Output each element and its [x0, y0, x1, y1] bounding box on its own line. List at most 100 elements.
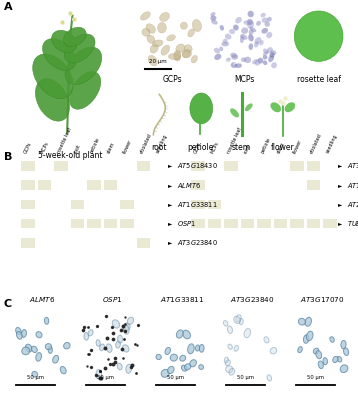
Ellipse shape [256, 21, 261, 26]
Bar [306, 161, 320, 171]
Ellipse shape [222, 42, 229, 46]
Text: 20 μm: 20 μm [149, 60, 167, 64]
Ellipse shape [223, 320, 228, 326]
Point [122, 314, 128, 320]
Ellipse shape [192, 20, 202, 32]
Ellipse shape [168, 366, 174, 374]
Point [135, 322, 141, 328]
Ellipse shape [174, 52, 181, 61]
Ellipse shape [226, 58, 231, 62]
Text: ►: ► [338, 202, 343, 207]
Ellipse shape [44, 317, 49, 324]
Ellipse shape [36, 352, 42, 361]
Ellipse shape [270, 348, 277, 354]
Ellipse shape [156, 354, 161, 360]
Ellipse shape [48, 346, 52, 354]
Ellipse shape [255, 37, 261, 44]
Ellipse shape [229, 29, 235, 34]
Text: $\mathit{TUB2}$: $\mathit{TUB2}$ [347, 219, 358, 228]
Point [134, 342, 140, 348]
Ellipse shape [32, 371, 38, 377]
Ellipse shape [241, 28, 248, 34]
Ellipse shape [45, 344, 52, 350]
Text: stem: stem [276, 141, 286, 154]
Point [280, 100, 286, 106]
Ellipse shape [244, 328, 251, 338]
Bar [87, 180, 101, 190]
Text: 50 μm: 50 μm [97, 375, 114, 380]
Ellipse shape [182, 50, 190, 58]
Text: 50 μm: 50 μm [237, 375, 254, 380]
Text: ►: ► [168, 202, 173, 207]
Text: $\mathit{AT1G12030}$: $\mathit{AT1G12030}$ [347, 181, 358, 190]
Point [67, 10, 73, 16]
Text: 1 cm: 1 cm [162, 131, 174, 136]
Bar [224, 219, 238, 228]
Ellipse shape [25, 344, 32, 352]
Ellipse shape [263, 49, 268, 54]
Ellipse shape [88, 330, 93, 336]
Ellipse shape [182, 50, 192, 58]
Text: 50 μm: 50 μm [307, 375, 324, 380]
Ellipse shape [252, 60, 257, 64]
Text: ►: ► [168, 240, 173, 245]
Ellipse shape [306, 331, 313, 341]
Ellipse shape [241, 58, 246, 62]
Text: B: B [4, 152, 12, 162]
Ellipse shape [100, 344, 105, 351]
Ellipse shape [271, 62, 277, 68]
Ellipse shape [123, 325, 129, 334]
Bar [241, 219, 255, 228]
Ellipse shape [211, 16, 216, 20]
Point [84, 363, 90, 369]
Point [59, 18, 65, 25]
Ellipse shape [126, 364, 132, 373]
Text: seedling: seedling [155, 133, 169, 154]
Bar [323, 219, 337, 228]
Text: MCPs: MCPs [234, 75, 254, 84]
Point [129, 364, 134, 370]
Ellipse shape [118, 335, 122, 343]
Ellipse shape [266, 32, 272, 38]
Ellipse shape [231, 53, 237, 58]
Ellipse shape [254, 42, 259, 47]
Ellipse shape [174, 50, 181, 60]
Text: GCPs: GCPs [193, 141, 203, 154]
Ellipse shape [239, 318, 243, 325]
Text: rosette leaf: rosette leaf [57, 126, 73, 154]
Ellipse shape [219, 47, 223, 51]
Bar [257, 219, 271, 228]
Text: $\mathit{AT3G23840}$: $\mathit{AT3G23840}$ [177, 238, 218, 247]
Ellipse shape [264, 337, 269, 343]
Ellipse shape [142, 28, 150, 36]
Bar [191, 180, 205, 190]
Ellipse shape [285, 102, 295, 112]
Point [132, 341, 138, 348]
Bar [274, 219, 287, 228]
Ellipse shape [240, 34, 247, 40]
Ellipse shape [260, 40, 263, 45]
Ellipse shape [270, 52, 275, 58]
Bar [136, 238, 150, 248]
Bar [224, 161, 238, 171]
Ellipse shape [69, 72, 101, 109]
Point [71, 15, 77, 22]
Ellipse shape [180, 355, 186, 361]
Ellipse shape [170, 354, 178, 361]
Ellipse shape [188, 29, 194, 37]
Ellipse shape [16, 332, 22, 339]
Point [88, 364, 94, 370]
Ellipse shape [146, 24, 155, 33]
Ellipse shape [43, 39, 76, 70]
Text: 50 μm: 50 μm [26, 375, 44, 380]
Ellipse shape [185, 364, 191, 370]
Ellipse shape [226, 366, 233, 373]
Ellipse shape [183, 330, 190, 339]
Ellipse shape [64, 342, 70, 349]
Bar [38, 180, 52, 190]
Point [110, 324, 115, 330]
Ellipse shape [240, 36, 244, 43]
Point [282, 95, 288, 102]
Text: rosette leaf: rosette leaf [297, 75, 340, 84]
Text: 1 cm: 1 cm [286, 131, 298, 136]
